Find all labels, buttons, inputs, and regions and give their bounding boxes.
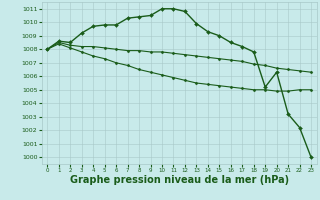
X-axis label: Graphe pression niveau de la mer (hPa): Graphe pression niveau de la mer (hPa) [70,175,289,185]
